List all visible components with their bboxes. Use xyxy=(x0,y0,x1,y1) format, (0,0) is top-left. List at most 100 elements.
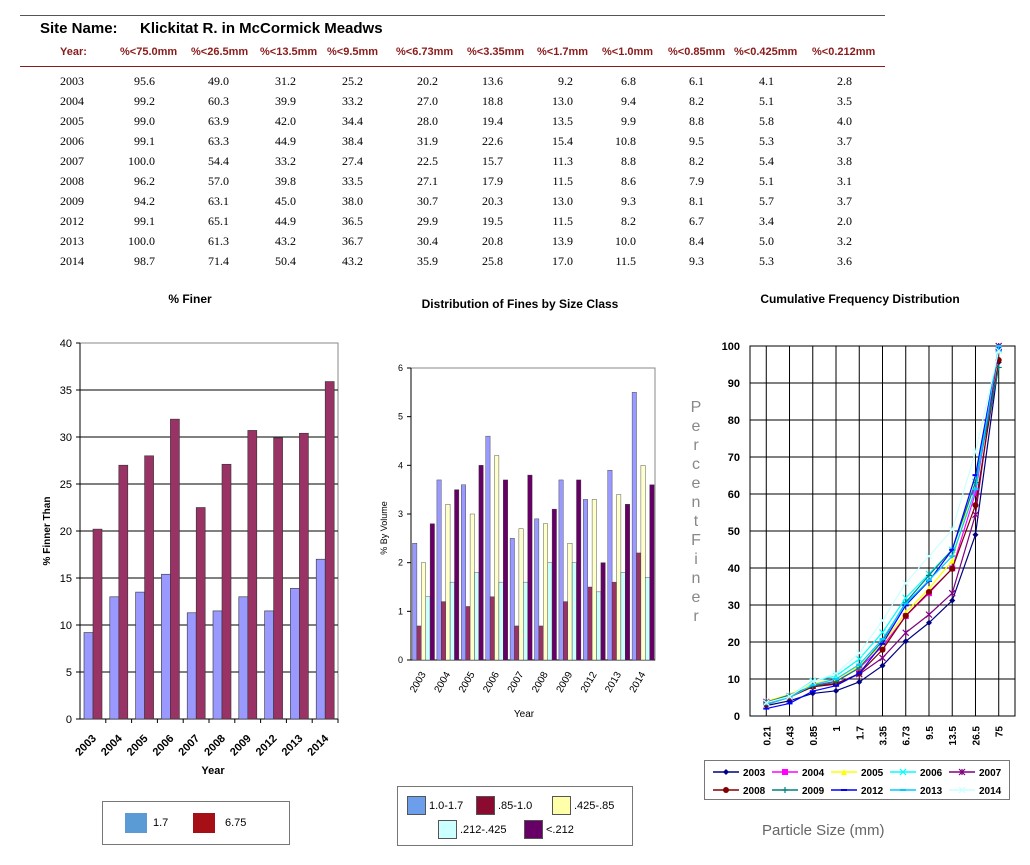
x-tick-label: 2004 xyxy=(433,670,454,695)
legend-label: 2012 xyxy=(861,786,884,797)
y-axis-title-letter: F xyxy=(691,532,701,549)
data-point xyxy=(833,687,840,694)
col-header: %<0.212mm xyxy=(812,46,876,58)
bar xyxy=(636,552,642,661)
table-cell: 17.0 xyxy=(552,254,573,268)
table-cell: 6.8 xyxy=(621,74,636,88)
table-cell: 49.0 xyxy=(208,74,229,88)
bar xyxy=(416,625,422,661)
data-point xyxy=(782,769,788,775)
bar xyxy=(445,504,451,661)
x-tick-label: 2003 xyxy=(73,733,99,759)
y-tick-label: 30 xyxy=(60,432,72,444)
y-axis-title-letter: e xyxy=(691,475,701,492)
legend-label: 1.0-1.7 xyxy=(429,800,464,812)
table-year-cell: 2009 xyxy=(60,194,84,208)
table-cell: 8.2 xyxy=(621,214,636,228)
table-cell: 100.0 xyxy=(128,154,155,168)
bar xyxy=(161,573,171,720)
bar xyxy=(640,465,646,661)
bar xyxy=(620,572,626,661)
col-header: %<0.425mm xyxy=(734,46,798,58)
bar xyxy=(441,601,446,661)
y-tick-label: 2 xyxy=(398,558,403,568)
data-point xyxy=(925,552,933,560)
col-header: %<0.85mm xyxy=(668,46,726,58)
x-tick-label: 9.5 xyxy=(925,726,936,740)
x-tick-label: 1.7 xyxy=(855,726,866,740)
table-cell: 2.8 xyxy=(837,74,852,88)
data-point xyxy=(879,628,886,636)
table-cell: 20.8 xyxy=(482,234,503,248)
table-cell: 94.2 xyxy=(134,194,155,208)
y-tick-label: 70 xyxy=(728,452,740,464)
x-tick-label: 3.35 xyxy=(879,726,890,746)
y-tick-label: 1 xyxy=(398,606,403,616)
x-tick-label: 75 xyxy=(995,726,1006,738)
data-point xyxy=(879,662,886,669)
table-year-cell: 2014 xyxy=(60,254,84,268)
x-tick-label: 0.43 xyxy=(786,726,797,746)
table-cell: 100.0 xyxy=(128,234,155,248)
data-point xyxy=(782,787,788,793)
data-point xyxy=(902,638,909,645)
bar xyxy=(109,596,120,720)
y-axis-title: % Finner Than xyxy=(42,497,53,566)
chart3-title: Cumulative Frequency Distribution xyxy=(760,292,960,306)
legend-label: 2014 xyxy=(979,786,1002,797)
legend-swatch xyxy=(524,820,543,839)
table-cell: 7.9 xyxy=(689,174,704,188)
table-cell: 8.8 xyxy=(621,154,636,168)
y-axis-title-letter: e xyxy=(691,418,701,435)
bar xyxy=(454,489,460,661)
col-header-year: Year: xyxy=(60,46,87,58)
bar xyxy=(551,508,557,661)
data-point xyxy=(948,526,956,533)
data-point xyxy=(809,678,817,686)
table-cell: 45.0 xyxy=(275,194,296,208)
legend-label: 2006 xyxy=(920,768,943,779)
bar xyxy=(567,542,573,661)
table-cell: 29.9 xyxy=(417,214,438,228)
y-tick-label: 80 xyxy=(728,415,740,427)
cumulative-frequency-chart: 0 10 20 30 40 50 60 70 80 90 100 0.21 0.43 0.85 1 1.7 3.… xyxy=(722,341,1016,746)
bar xyxy=(118,464,129,720)
data-point xyxy=(841,769,847,775)
bar xyxy=(273,437,283,720)
x-tick-label: 13.5 xyxy=(948,726,959,746)
y-tick-label: 20 xyxy=(728,637,740,649)
x-tick-label: 2008 xyxy=(202,733,228,759)
data-point xyxy=(972,448,979,456)
legend-label-1-7: 1.7 xyxy=(153,817,169,829)
x-tick-label: 2014 xyxy=(305,732,331,758)
y-tick-label: 0 xyxy=(398,655,403,665)
bar xyxy=(170,418,180,720)
x-tick-label: 6.73 xyxy=(902,726,913,746)
legend-label: 2013 xyxy=(920,786,943,797)
legend-swatch-6-75 xyxy=(193,813,215,833)
data-point xyxy=(949,597,956,604)
table-cell: 43.2 xyxy=(342,254,363,268)
table-cell: 13.6 xyxy=(482,74,503,88)
table-cell: 11.5 xyxy=(552,174,573,188)
table-cell: 8.6 xyxy=(621,174,636,188)
table-cell: 36.7 xyxy=(342,234,363,248)
bar xyxy=(436,479,442,661)
data-point xyxy=(958,786,966,794)
bar xyxy=(290,588,300,720)
bar xyxy=(135,591,145,720)
bar xyxy=(600,562,606,661)
legend-swatch xyxy=(407,796,426,815)
table-cell: 6.7 xyxy=(689,214,704,228)
table-cell: 5.1 xyxy=(759,174,774,188)
table-cell: 5.4 xyxy=(759,154,774,168)
y-axis-title-letter: r xyxy=(693,437,699,454)
chart2-legend: 1.0-1.7 .85-1.0 .425-.85 .212-.425 <.212 xyxy=(397,786,633,846)
bar xyxy=(587,586,593,661)
table-cell: 13.0 xyxy=(552,194,573,208)
bar xyxy=(221,463,232,720)
table-cell: 30.4 xyxy=(417,234,438,248)
legend-label: 2007 xyxy=(979,768,1002,779)
bar xyxy=(509,538,515,661)
